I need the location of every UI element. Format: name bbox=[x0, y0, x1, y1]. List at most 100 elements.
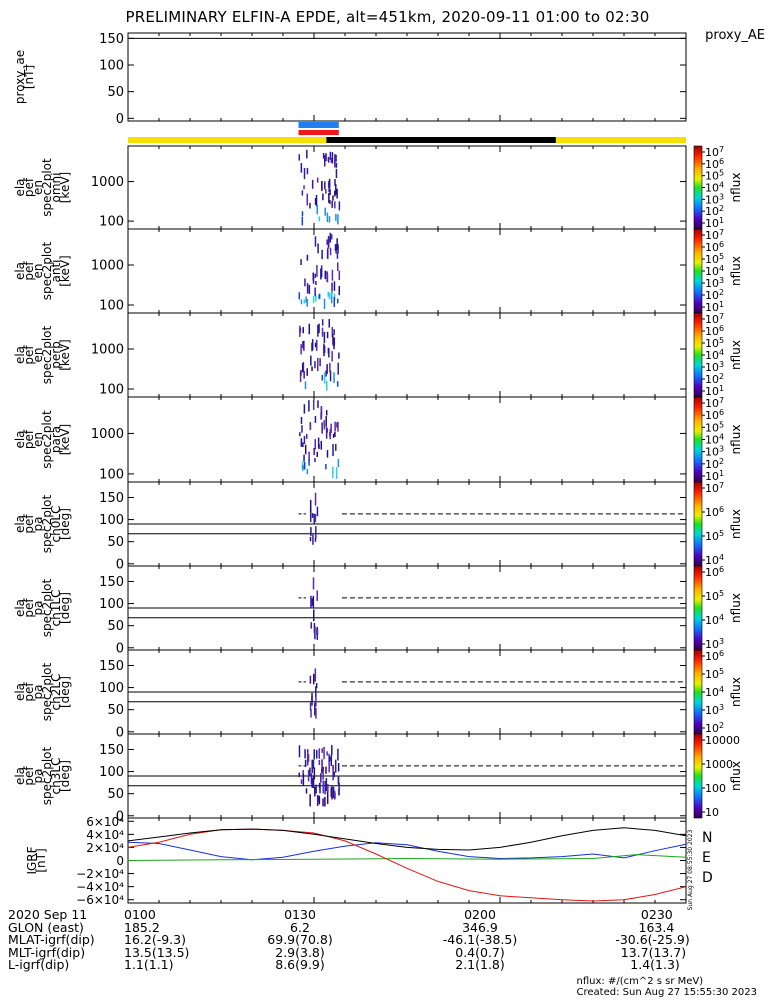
spectrogram-cell bbox=[303, 454, 305, 462]
spectrogram-cell bbox=[321, 374, 324, 381]
spectrogram-cell bbox=[322, 152, 325, 159]
pa-spectrogram-cell bbox=[302, 773, 305, 786]
spectrogram-cell bbox=[316, 177, 319, 183]
pa-spectrogram-cell bbox=[309, 794, 311, 807]
colorbar-label: nflux bbox=[729, 509, 743, 539]
pa-spectrogram-cell bbox=[313, 622, 316, 633]
y-tick-label: 100 bbox=[99, 467, 124, 482]
units-note: nflux: #/(cm^2 s sr MeV) bbox=[576, 976, 704, 987]
spectrogram-cell bbox=[323, 372, 326, 384]
igrf-series-total bbox=[127, 827, 687, 851]
y-axis-label: anti bbox=[49, 260, 63, 283]
pa-spectrogram-cell bbox=[326, 751, 328, 756]
colorbar-tick-label: 105 bbox=[705, 336, 724, 350]
pa-spectrogram-cell bbox=[321, 759, 323, 772]
pa-spectrogram-cell bbox=[309, 702, 312, 711]
spectrogram-cell bbox=[301, 425, 303, 433]
colorbar-tick-label: 107 bbox=[705, 228, 724, 242]
spectrogram-cell bbox=[329, 200, 331, 205]
colorbar-label: nflux bbox=[729, 677, 743, 707]
spectrogram-cell bbox=[299, 432, 301, 437]
pa-spectrogram-cell bbox=[306, 752, 309, 766]
spectrogram-cell bbox=[325, 370, 327, 377]
colorbar bbox=[693, 396, 703, 483]
spectrogram-cell bbox=[314, 439, 316, 450]
spectrogram-cell bbox=[323, 155, 326, 167]
pa-spectrogram-cell bbox=[326, 791, 329, 804]
spectrogram-cell bbox=[331, 327, 334, 338]
spectrogram-cell bbox=[300, 299, 303, 305]
pa-spectrogram-cell bbox=[316, 506, 319, 517]
colorbar-tick-label: 103 bbox=[705, 445, 724, 459]
orbit-info-cell: 2.1(1.8) bbox=[455, 957, 505, 973]
spectrogram-cell bbox=[327, 291, 330, 297]
spectrogram-cell bbox=[303, 371, 305, 379]
y-axis-label: pef bbox=[22, 177, 36, 197]
colorbar-tick-label: 101 bbox=[705, 216, 724, 230]
spectrogram-cell bbox=[308, 451, 310, 462]
spectrogram-cell bbox=[314, 198, 317, 205]
status-bar-black bbox=[326, 137, 556, 143]
pa-spectrogram-cell bbox=[315, 526, 317, 539]
y-tick-label: 100 bbox=[99, 59, 124, 74]
spectrogram-cell bbox=[300, 344, 302, 355]
spectrogram-cell bbox=[328, 216, 331, 223]
y-tick-label: 100 bbox=[99, 299, 124, 314]
orbit-info-cell: 2.9(3.8) bbox=[275, 944, 325, 960]
spectrogram-cell bbox=[321, 249, 323, 260]
igrf-legend-D: D bbox=[702, 870, 713, 886]
colorbar-tick-label: 103 bbox=[705, 192, 724, 206]
colorbar-tick-label: 106 bbox=[705, 408, 724, 422]
colorbar-tick-label: 102 bbox=[705, 457, 724, 471]
spectrogram-cell bbox=[317, 400, 319, 408]
spectrogram-cell bbox=[314, 416, 317, 423]
colorbar-tick-label: 106 bbox=[705, 324, 724, 338]
spectrogram-cell bbox=[335, 168, 338, 179]
pa-spectrogram-cell bbox=[315, 784, 317, 794]
y-tick-label: 0 bbox=[116, 557, 124, 572]
pa-spectrogram-cell bbox=[318, 748, 320, 759]
pa-spectrogram-cell bbox=[314, 668, 317, 682]
y-tick-label: 1000 bbox=[91, 259, 124, 274]
y-tick-label: 4×10⁴ bbox=[86, 828, 124, 842]
pa-spectrogram-cell bbox=[298, 745, 301, 758]
colorbar bbox=[693, 481, 703, 567]
pa-spectrogram-cell bbox=[314, 537, 317, 542]
spectrogram-cell bbox=[326, 450, 329, 458]
colorbar-tick-label: 105 bbox=[705, 667, 724, 681]
spectrogram-cell bbox=[327, 156, 330, 162]
spectrogram-cell bbox=[327, 236, 330, 247]
spectrogram-cell bbox=[303, 340, 305, 351]
pa-spectrogram-cell bbox=[328, 756, 331, 762]
pa-spectrogram-cell bbox=[304, 748, 306, 754]
colorbar-tick-label: 104 bbox=[705, 348, 724, 362]
pa-spectrogram-cell bbox=[325, 778, 328, 792]
spectrogram-cell bbox=[325, 410, 328, 416]
orbit-info-cell: 0100 bbox=[124, 907, 156, 922]
colorbar-tick-label: 10 bbox=[705, 806, 719, 819]
spectrogram-cell bbox=[301, 211, 304, 216]
orbit-info-row-label: GLON (east) bbox=[8, 919, 84, 935]
spectrogram-cell bbox=[328, 182, 330, 192]
spectrogram-cell bbox=[317, 437, 320, 448]
spectrogram-cell bbox=[314, 287, 316, 297]
spectrogram-cell bbox=[300, 369, 302, 376]
pa-spectrogram-cell bbox=[324, 796, 326, 807]
spectrogram-cell bbox=[309, 424, 312, 430]
orbit-info-cell: 13.7(13.7) bbox=[620, 944, 687, 960]
pa-spectrogram-cell bbox=[315, 683, 318, 689]
y-tick-label: 50 bbox=[107, 85, 124, 100]
pa-spectrogram-cell bbox=[315, 686, 317, 697]
y-axis-label: ela bbox=[13, 767, 27, 785]
orbit-info-cell: 6.2 bbox=[290, 919, 310, 935]
spectrogram-cell bbox=[328, 319, 330, 328]
y-tick-label: 150 bbox=[99, 743, 124, 758]
spectrogram-cell bbox=[302, 442, 304, 448]
y-tick-label: −6×10⁴ bbox=[76, 893, 124, 907]
y-tick-label: 100 bbox=[99, 597, 124, 612]
orbit-info-table: 2020 Sep 11 0100 0130 0200 0230 GLON (east) 18… bbox=[8, 908, 690, 972]
spectrogram-cell bbox=[303, 404, 306, 414]
pa-spectrogram-cell bbox=[312, 759, 315, 769]
spectrogram-cell bbox=[329, 189, 331, 196]
